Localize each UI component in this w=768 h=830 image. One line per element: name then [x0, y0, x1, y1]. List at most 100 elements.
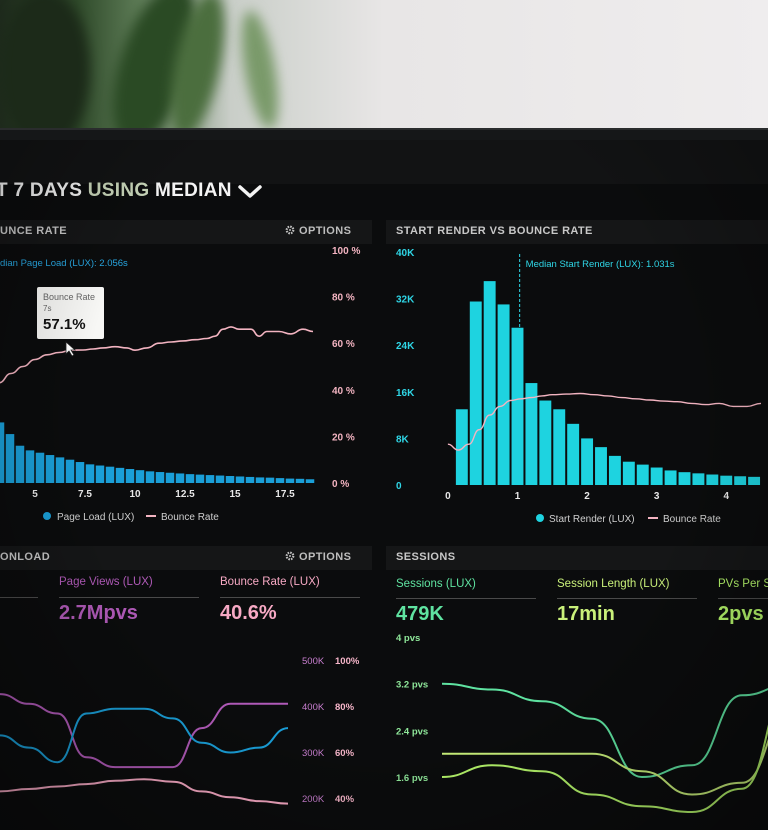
sessions-panel-title: SESSIONS — [396, 551, 456, 563]
bar — [678, 472, 691, 485]
bar — [25, 450, 35, 483]
chevron-down-icon[interactable] — [237, 183, 263, 199]
bar — [35, 452, 45, 483]
bar — [265, 477, 275, 483]
x-tick-label: 12.5 — [175, 489, 195, 500]
download-panel-header: ONLOAD OPTIONS — [0, 546, 372, 570]
x-tick-label: 3 — [654, 491, 660, 502]
bounce-options-button[interactable]: OPTIONS — [285, 225, 351, 237]
tooltip-title: Bounce Rate — [43, 292, 95, 302]
bar — [105, 466, 115, 483]
bar — [720, 475, 733, 485]
metric-label-page-views: Page Views (LUX) — [59, 576, 153, 588]
bar — [115, 467, 125, 483]
y-tick-label: 0 — [396, 481, 402, 492]
session-length-line — [442, 738, 768, 796]
y-tick-label: 1.6 pvs — [396, 773, 428, 784]
y-tick-label: 40K — [396, 248, 415, 259]
y-tick-label: 20 % — [332, 432, 355, 443]
bar — [75, 462, 85, 483]
x-tick-label: 1 — [515, 491, 521, 502]
bar — [95, 465, 105, 483]
bar — [175, 473, 185, 483]
bar — [567, 423, 580, 485]
legend-swatch — [43, 512, 51, 520]
bar — [145, 471, 155, 483]
median-annotation: Median Start Render (LUX): 1.031s — [526, 259, 675, 270]
bar — [608, 455, 621, 485]
y-tick-label: 300K — [302, 748, 325, 759]
bar — [0, 422, 5, 483]
bounce-rate-line — [0, 778, 289, 805]
y-tick-label: 0 % — [332, 479, 349, 490]
y-tick-label: 40 % — [332, 386, 355, 397]
sessions-panel-header: SESSIONS — [386, 546, 768, 570]
plant-leaf-image — [234, 8, 286, 132]
y-tick-label: 60% — [335, 748, 355, 759]
bar — [706, 474, 719, 485]
start-render-chart: 40K 32K 24K 16K 8K 0 Median Start Render (LUX)… — [396, 248, 762, 525]
date-range-selector[interactable]: T 7 DAYS USING MEDIAN — [0, 180, 263, 202]
metric-divider — [0, 597, 38, 598]
bar — [305, 479, 315, 483]
bar — [15, 445, 25, 483]
metric-label-sessions: Sessions (LUX) — [396, 578, 476, 590]
metric-value-page-views: 2.7Mpvs — [59, 602, 138, 624]
bar — [155, 472, 165, 483]
legend-label: Bounce Rate — [663, 514, 721, 525]
y-tick-label: 80 % — [332, 293, 355, 304]
metric-divider — [557, 598, 697, 599]
pvs-per-session-line — [441, 724, 768, 814]
y-tick-label: 60 % — [332, 339, 355, 350]
legend-label: Bounce Rate — [161, 512, 219, 523]
y-tick-label: 100% — [335, 656, 360, 667]
legend-label: Page Load (LUX) — [57, 512, 134, 523]
bar — [255, 477, 265, 483]
bounce-options-label: OPTIONS — [299, 225, 352, 237]
bar — [469, 301, 482, 485]
y-tick-label: 4 pvs — [396, 633, 420, 644]
bar — [225, 476, 235, 483]
render-panel-header: START RENDER VS BOUNCE RATE — [386, 220, 768, 244]
bar — [165, 472, 175, 483]
gear-icon — [285, 225, 295, 235]
sessions-line — [0, 707, 289, 764]
bar — [525, 383, 538, 485]
range-title-prefix: T 7 DAYS — [0, 180, 88, 201]
metric-label-session-length: Session Length (LUX) — [557, 578, 670, 590]
bar — [55, 457, 65, 483]
cursor-icon — [65, 341, 77, 357]
bar — [5, 434, 15, 483]
tooltip-sub: 7s — [43, 304, 51, 313]
bar — [483, 281, 496, 485]
y-tick-label: 16K — [396, 388, 415, 399]
bounce-rate-chart: 100 % 80 % 60 % 40 % 20 % 0 % 5 7.5 10 12.5 15 17.5… — [0, 246, 360, 523]
x-tick-label: 7.5 — [78, 489, 92, 500]
metric-divider — [718, 598, 768, 599]
x-tick-label: 2 — [584, 491, 590, 502]
bar — [295, 478, 305, 483]
bar — [45, 455, 55, 483]
download-options-button[interactable]: OPTIONS — [285, 551, 351, 563]
bar — [595, 447, 607, 485]
x-tick-label: 5 — [32, 489, 38, 500]
bar — [581, 438, 594, 485]
download-chart: 500K 400K 300K 200K 100% 80% 60% 40% — [0, 656, 360, 805]
bounce-panel-title: UNCE RATE — [0, 225, 67, 237]
plant-leaf-image — [0, 0, 90, 134]
x-tick-label: 17.5 — [275, 489, 295, 500]
sessions-chart: 4 pvs 3.2 pvs 2.4 pvs 1.6 pvs — [396, 633, 768, 814]
metric-value-pvs-per-session: 2pvs — [718, 603, 764, 625]
bar — [539, 400, 552, 485]
download-options-label: OPTIONS — [299, 551, 352, 563]
metric-value-session-length: 17min — [557, 603, 615, 625]
bar — [245, 476, 255, 483]
bar — [85, 464, 95, 483]
monitor-bezel — [0, 128, 768, 142]
bar — [553, 409, 566, 485]
dashboard-screen: T 7 DAYS USING MEDIAN UNCE RATE OPTIONS … — [0, 140, 768, 830]
bar — [275, 478, 285, 483]
download-panel-title: ONLOAD — [0, 551, 51, 563]
metric-value-sessions: 479K — [396, 603, 444, 625]
metric-divider — [59, 597, 199, 598]
